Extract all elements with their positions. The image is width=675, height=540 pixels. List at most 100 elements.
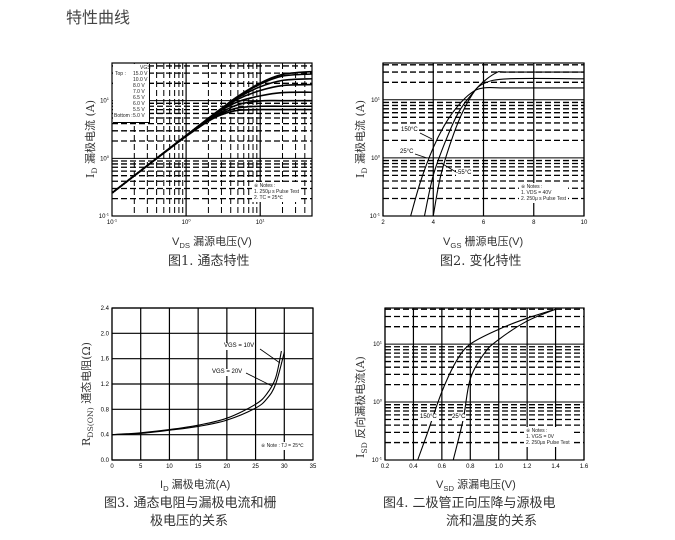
page-title: 特性曲线	[66, 8, 131, 27]
tick-label: 15	[195, 464, 202, 470]
annotation-leader	[419, 132, 433, 140]
tick-exponent: 1	[378, 95, 381, 100]
tick-label: 100	[373, 398, 383, 407]
tick-exponent: -1	[114, 218, 118, 223]
fig4-ylabel: ISD 反向漏极电流(A)	[354, 356, 370, 458]
fig1-notes: ※ Notes : 1. 250μ s Pulse Test 2. TC = 2…	[252, 182, 302, 202]
tick-label: 10-1	[370, 212, 381, 221]
chart-3: 0 5 10 15 20 25 30 35 0.0 0.4 0.8 1.2 1.6 2.0 2.4	[101, 306, 317, 470]
fig1-legend: VGS Top : Bottom : 15.0 V 10.0 V 8.0 V 7…	[113, 64, 151, 123]
fig1-xlabel: VDS 漏源电压(V)	[172, 236, 252, 251]
fig2-notes: ※ Notes : 1. VDS = 40V 2. 250μ s Pulse T…	[519, 183, 569, 203]
fig3-notes: ※ Note : TJ = 25℃	[259, 442, 306, 450]
fig2-label-minus55c: -55°C	[456, 170, 472, 177]
fig3-xlabel: ID 漏极电流(A)	[160, 479, 231, 494]
fig4-caption-line2: 流和温度的关系	[446, 514, 538, 529]
tick-label: 0.2	[381, 464, 390, 470]
fig3-label-vgs20: VGS = 20V	[212, 369, 243, 376]
fig1-legend-header: VGS	[140, 65, 151, 71]
tick-label: 0.6	[438, 464, 447, 470]
fig2-label-150c: 150°C	[401, 127, 418, 134]
tick-label: 0	[110, 464, 114, 470]
tick-label: 0.8	[466, 464, 475, 470]
fig3-caption-line2: 极电压的关系	[150, 514, 229, 529]
fig1-ylabel: ID 漏极电流 (A)	[84, 99, 100, 178]
tick-exponent: -1	[105, 212, 109, 217]
fig3-caption-line1: 图3. 通态电阻与漏极电流和栅	[104, 496, 277, 511]
tick-label: 1.2	[101, 382, 110, 388]
tick-label: 10	[166, 464, 173, 470]
tick-label: 101	[371, 95, 381, 104]
note-line: 1. VGS = 0V	[526, 434, 554, 440]
tick-label: 100	[371, 153, 381, 162]
fig2-caption: 图2. 变化特性	[440, 254, 522, 269]
legend-item: 10.0 V	[133, 77, 148, 83]
tick-exponent: 1	[262, 218, 265, 223]
tick-exponent: 0	[188, 218, 191, 223]
series-line-2	[423, 77, 585, 217]
tick-exponent: 1	[107, 96, 110, 101]
tick-label: 25	[252, 464, 259, 470]
fig2-ylabel: ID 漏极电流 (A)	[354, 99, 370, 178]
tick-label: 8	[532, 220, 536, 226]
annotation-leader	[259, 348, 281, 364]
legend-item: 6.5 V	[133, 95, 145, 101]
note-line: 2. 250μs Pulse Test	[526, 440, 570, 446]
note-line: 2. TC = 25℃	[254, 195, 284, 201]
tick-label: 1.6	[101, 357, 110, 363]
annotation-leader	[245, 372, 273, 387]
series-line-1	[417, 308, 556, 461]
legend-item: 7.0 V	[133, 89, 145, 95]
tick-label: 0.4	[409, 464, 418, 470]
tick-label: 30	[281, 464, 288, 470]
tick-label: 0.0	[101, 458, 110, 464]
fig2-xlabel: VGS 栅源电压(V)	[443, 236, 524, 251]
tick-exponent: 1	[380, 340, 383, 345]
tick-label: 6	[482, 220, 486, 226]
tick-label: 1.4	[551, 464, 560, 470]
tick-label: 2.0	[101, 331, 110, 337]
fig2-label-25c: 25°C	[400, 149, 414, 156]
tick-exponent: -1	[378, 456, 382, 461]
legend-item: 15.0 V	[133, 71, 148, 77]
tick-exponent: 0	[378, 153, 381, 158]
tick-label: 10-1	[99, 212, 110, 221]
tick-exponent: -1	[376, 212, 380, 217]
tick-label: 1.0	[495, 464, 504, 470]
fig1-legend-bottom: Bottom :	[114, 113, 133, 119]
tick-label: 0.8	[101, 407, 110, 413]
fig3-ylabel: RDS(ON) 通态电阻(Ω)	[80, 342, 96, 446]
note-line: ※ Notes :	[254, 183, 276, 189]
tick-label: 10-1	[372, 456, 383, 465]
series-line-3	[432, 71, 585, 217]
tick-label: 10-1	[107, 218, 118, 227]
tick-label: 1.2	[523, 464, 532, 470]
note-line: 2. 250μ s Pulse Test	[521, 196, 567, 202]
tick-label: 101	[100, 96, 110, 105]
tick-label: 20	[224, 464, 231, 470]
tick-label: 2.4	[101, 306, 110, 312]
fig4-label-25c: 25°C	[452, 414, 466, 421]
tick-label: 100	[182, 218, 192, 227]
series-line-2	[111, 352, 285, 436]
series-line-1	[410, 87, 584, 217]
note-line: ※ Note : TJ = 25℃	[261, 443, 304, 449]
legend-item: 5.0 V	[133, 113, 145, 119]
tick-exponent: 0	[107, 154, 110, 159]
tick-label: 5	[139, 464, 143, 470]
tick-label: 2	[381, 220, 385, 226]
series-line-1	[111, 350, 282, 436]
legend-item: 6.0 V	[133, 101, 145, 107]
tick-label: 1.6	[580, 464, 589, 470]
tick-label: 35	[310, 464, 317, 470]
tick-exponent: 0	[380, 398, 383, 403]
tick-label: 101	[256, 218, 266, 227]
series-line-8	[111, 108, 312, 194]
legend-item: 8.0 V	[133, 83, 145, 89]
fig1-legend-items: 15.0 V 10.0 V 8.0 V 7.0 V 6.5 V 6.0 V 5.…	[133, 71, 147, 119]
note-line: 1. 250μ s Pulse Test	[254, 189, 300, 195]
fig4-caption-line1: 图4. 二极管正向压降与源极电	[383, 496, 556, 511]
annotation-leader	[440, 162, 457, 173]
tick-label: 4	[432, 220, 436, 226]
